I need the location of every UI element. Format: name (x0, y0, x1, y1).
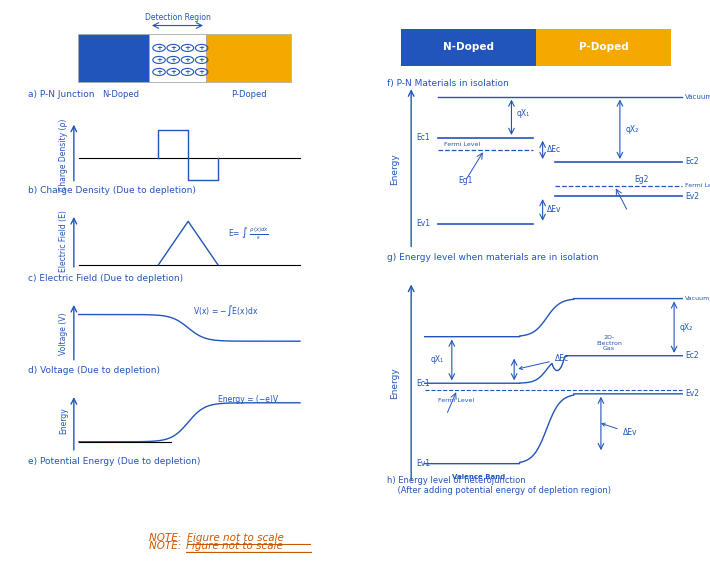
Text: ΔEc: ΔEc (547, 145, 561, 154)
Bar (401, 29, 536, 66)
Text: g) Energy level when materials are in isolation: g) Energy level when materials are in is… (387, 253, 599, 262)
Text: ΔEv: ΔEv (547, 205, 561, 214)
Text: Figure not to scale: Figure not to scale (187, 533, 283, 542)
Text: +: + (185, 57, 190, 63)
Text: Ev1: Ev1 (416, 459, 430, 468)
Text: +: + (170, 45, 176, 51)
Text: Energy: Energy (391, 153, 400, 185)
Text: Vacuum: Vacuum (685, 296, 710, 301)
Text: NOTE:: NOTE: (149, 541, 185, 551)
Text: ΔEc: ΔEc (519, 355, 569, 370)
Text: e) Potential Energy (Due to depletion): e) Potential Energy (Due to depletion) (28, 458, 201, 466)
Text: a) P-N Junction: a) P-N Junction (28, 90, 95, 99)
Text: +: + (199, 57, 204, 63)
Text: +: + (156, 69, 162, 75)
Text: +: + (170, 57, 176, 63)
Text: Ec2: Ec2 (685, 157, 699, 166)
Text: b) Charge Density (Due to depletion): b) Charge Density (Due to depletion) (28, 186, 196, 195)
Text: c) Electric Field (Due to depletion): c) Electric Field (Due to depletion) (28, 275, 183, 283)
Text: 2D-
Electron
Gas: 2D- Electron Gas (596, 335, 622, 351)
Text: Ec1: Ec1 (417, 379, 430, 388)
Text: qX₂: qX₂ (679, 323, 693, 332)
Bar (536, 29, 671, 66)
Text: Ec2: Ec2 (685, 351, 699, 360)
Text: V(x) = $-\int$E(x)dx: V(x) = $-\int$E(x)dx (193, 304, 258, 319)
Text: h) Energy level of heterojunction
    (After adding potential energy of depletio: h) Energy level of heterojunction (After… (387, 476, 611, 495)
Text: Vacuum: Vacuum (685, 94, 710, 100)
Text: Fermi Level: Fermi Level (438, 398, 474, 403)
Bar (206, 34, 291, 82)
Text: Energy: Energy (391, 367, 400, 399)
Text: Electric Field (E): Electric Field (E) (60, 210, 68, 272)
Text: +: + (170, 69, 176, 75)
Text: Energy = (−e)V: Energy = (−e)V (218, 395, 278, 404)
Text: qX₂: qX₂ (626, 125, 638, 134)
Text: +: + (185, 45, 190, 51)
Text: Ev2: Ev2 (685, 192, 699, 201)
Text: f) P-N Materials in isolation: f) P-N Materials in isolation (387, 79, 508, 88)
Bar (78, 34, 206, 82)
Text: qX₁: qX₁ (517, 109, 530, 118)
Text: P-Doped: P-Doped (579, 42, 628, 52)
Text: Charge Density (ρ): Charge Density (ρ) (60, 118, 68, 190)
Text: qX₁: qX₁ (430, 355, 444, 364)
Text: Fermi Level: Fermi Level (685, 184, 710, 188)
Text: Eg2: Eg2 (635, 174, 649, 184)
Text: Ev2: Ev2 (685, 390, 699, 398)
Text: Detection Region: Detection Region (145, 13, 210, 22)
Text: +: + (185, 69, 190, 75)
Text: d) Voltage (Due to depletion): d) Voltage (Due to depletion) (28, 366, 160, 375)
Text: +: + (199, 45, 204, 51)
Text: Figure not to scale: Figure not to scale (186, 541, 283, 551)
Bar (149, 34, 206, 82)
Text: Energy: Energy (60, 408, 68, 434)
Text: N-Doped: N-Doped (443, 42, 494, 52)
Text: P-Doped: P-Doped (231, 90, 266, 98)
Text: NOTE:: NOTE: (149, 533, 185, 542)
Text: +: + (156, 57, 162, 63)
Text: +: + (199, 69, 204, 75)
Text: Eg1: Eg1 (458, 176, 473, 185)
Text: +: + (156, 45, 162, 51)
Text: E= $\int$ $\frac{\rho(x)dx}{\varepsilon}$: E= $\int$ $\frac{\rho(x)dx}{\varepsilon}… (228, 225, 269, 241)
Text: Fermi Level: Fermi Level (444, 142, 480, 147)
Text: Valence Band: Valence Band (452, 474, 506, 480)
Text: Voltage (V): Voltage (V) (60, 313, 68, 355)
Text: N-Doped: N-Doped (102, 90, 139, 98)
Text: ΔEv: ΔEv (602, 423, 637, 438)
Text: Ev1: Ev1 (416, 219, 430, 228)
Text: Ec1: Ec1 (417, 133, 430, 142)
